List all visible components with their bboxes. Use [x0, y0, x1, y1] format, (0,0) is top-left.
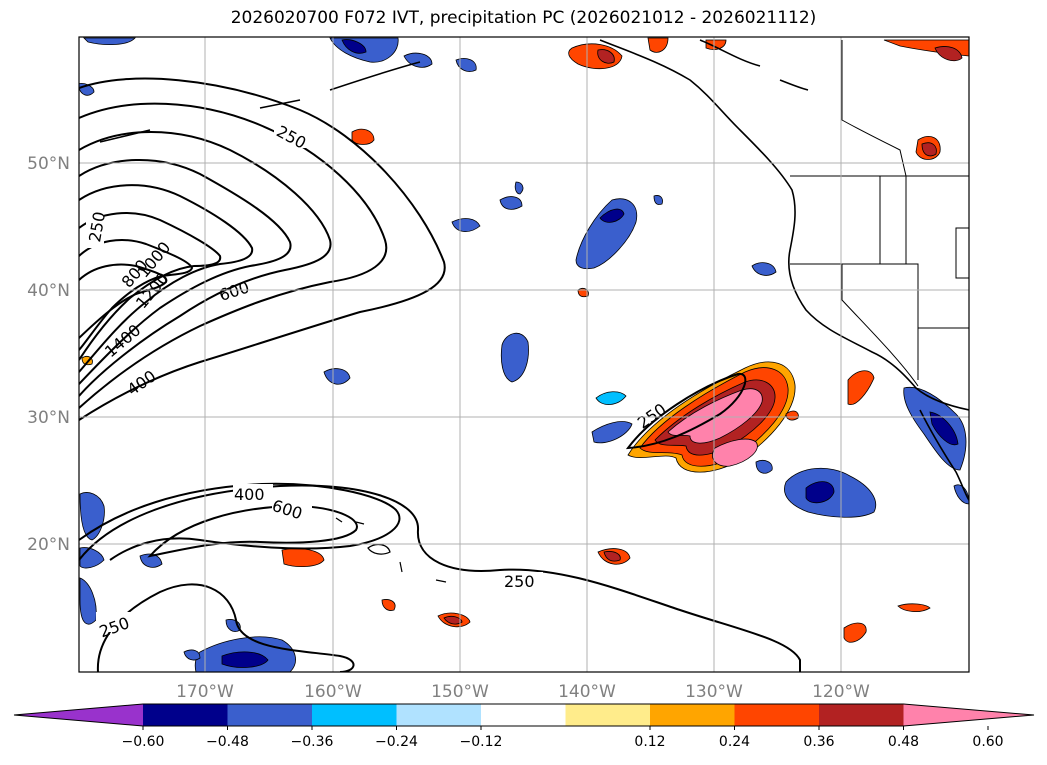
colorbar-swatch [396, 704, 482, 726]
colorbar-swatch [312, 704, 397, 726]
coastlines [99, 39, 969, 501]
lon-tick-label: 130°W [685, 682, 743, 702]
colorbar-tick-label: 0.12 [634, 734, 665, 750]
contour-label: 400 [234, 485, 265, 504]
west-coast-coastline [599, 39, 969, 411]
colorbar-swatch [650, 704, 735, 726]
lon-tick-label: 150°W [431, 682, 489, 702]
colorbar-tick-label: −0.24 [375, 734, 418, 750]
lon-tick-label: 170°W [176, 682, 234, 702]
colorbar-tick-label: −0.12 [460, 734, 503, 750]
colorbar-tick-label: 0.24 [719, 734, 750, 750]
colorbar-extend-high [903, 704, 1034, 726]
colorbar-tick-label: −0.60 [122, 734, 165, 750]
colorbar-tick-label: −0.48 [206, 734, 249, 750]
ivt-contours [79, 77, 801, 672]
lon-tick-label: 140°W [558, 682, 616, 702]
colorbar-extend-low [14, 704, 143, 726]
colorbar: −0.60 −0.48 −0.36 −0.24 −0.12 0.12 0.24 0.36 0.4… [13, 703, 1035, 750]
lat-tick-label: 50°N [27, 154, 70, 174]
graticule [79, 37, 969, 672]
state-borders [790, 40, 969, 387]
colorbar-swatch [819, 704, 904, 726]
map-frame [78, 36, 970, 673]
lon-axis: 170°W 160°W 150°W 140°W 130°W 120°W [176, 682, 870, 702]
colorbar-swatch [227, 704, 313, 726]
colorbar-swatch [481, 704, 566, 726]
map-title: 2026020700 F072 IVT, precipitation PC (2… [230, 8, 817, 28]
ivt-contour-250-south [79, 484, 801, 672]
islands [335, 517, 447, 583]
lat-axis: 50°N 40°N 30°N 20°N [27, 154, 70, 555]
colorbar-tick-label: 0.48 [888, 734, 919, 750]
colorbar-swatch [734, 704, 820, 726]
colorbar-swatch [143, 704, 228, 726]
lat-tick-label: 20°N [27, 535, 70, 555]
colorbar-tick-label: 0.36 [803, 734, 834, 750]
colorbar-swatch [565, 704, 651, 726]
ivt-contour-250-central [625, 372, 747, 450]
lon-tick-label: 160°W [304, 682, 362, 702]
lon-tick-label: 120°W [812, 682, 870, 702]
colorbar-tick-label: −0.36 [291, 734, 334, 750]
lat-tick-label: 40°N [27, 281, 70, 301]
colorbar-tick-label: 0.60 [972, 734, 1003, 750]
lat-tick-label: 30°N [27, 408, 70, 428]
contour-label: 250 [504, 572, 535, 591]
ivt-contour-250-north [79, 77, 446, 421]
